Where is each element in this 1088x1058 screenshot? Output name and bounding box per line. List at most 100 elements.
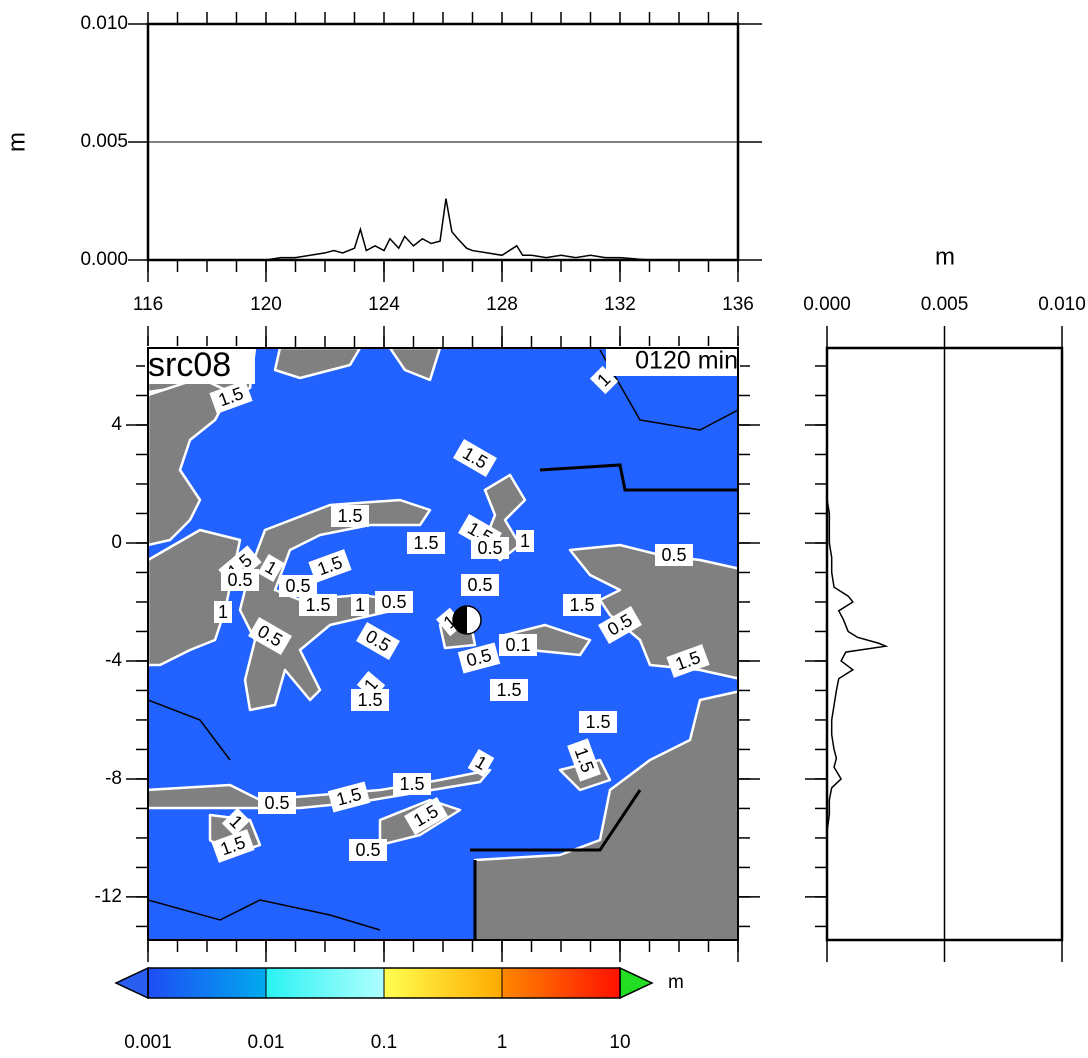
colorbar-label: m <box>668 972 684 993</box>
plot-frame <box>146 22 740 262</box>
x-axis-label: m <box>935 243 955 270</box>
contour-label-box <box>655 544 693 566</box>
contour-label-box <box>471 537 509 559</box>
contour-label-box <box>579 711 617 733</box>
contour-label-box <box>327 781 371 813</box>
x-tick-label: 120 <box>250 294 282 315</box>
contour-label-box <box>563 594 601 616</box>
contour-label: 1.5 <box>563 594 601 616</box>
contour-label-box <box>308 549 352 583</box>
contour-label: 1.5 <box>393 773 431 795</box>
contour-label-text: 0.5 <box>477 538 502 558</box>
contour-label: 1 <box>351 594 369 616</box>
x-tick-label: 132 <box>604 294 636 315</box>
contour-label: 0.5 <box>349 839 387 861</box>
contour-label-text: 1.5 <box>569 595 594 615</box>
contour-label-text: 1.5 <box>413 533 438 553</box>
contour-label: 1 <box>214 601 232 623</box>
contour-label-text: 1 <box>520 531 530 551</box>
contour-label: 0.5 <box>258 792 296 814</box>
map-title: src08 <box>148 346 231 384</box>
contour-label-text: 0.5 <box>467 575 492 595</box>
colorbar-tick-label: 0.001 <box>124 1032 172 1053</box>
contour-label: 0.5 <box>461 574 499 596</box>
contour-label-box <box>248 616 292 656</box>
colorbar-segment <box>384 968 502 998</box>
contour-label-box <box>331 505 369 527</box>
y-tick-label: 0 <box>111 532 122 553</box>
contour-label: 1.5 <box>299 594 337 616</box>
contour-label: 0.5 <box>457 642 501 674</box>
contour-label-box <box>407 532 445 554</box>
contour-label-box <box>349 839 387 861</box>
contour-label-box <box>279 575 317 597</box>
contour-label-box <box>211 829 255 863</box>
x-tick-label: 116 <box>133 294 163 315</box>
contour-label-box <box>356 621 400 661</box>
subtitle-box <box>606 346 740 376</box>
contour-label: 1.5 <box>490 679 528 701</box>
title-box <box>145 346 255 384</box>
contour-label: 1.5 <box>331 505 369 527</box>
contour-label-text: 1.5 <box>337 506 362 526</box>
y-tick-label: 0.010 <box>80 13 128 34</box>
contour-label-box <box>221 569 259 591</box>
contour-label: 1.5 <box>407 532 445 554</box>
epicenter <box>453 606 467 634</box>
x-tick-label: 0.005 <box>921 294 969 315</box>
contour-label: 0.5 <box>221 569 259 591</box>
contour-label-text: 1.5 <box>357 690 382 710</box>
contour-label-text: 1.5 <box>585 712 610 732</box>
contour-label-box <box>461 574 499 596</box>
contour-label-text: 1.5 <box>399 774 424 794</box>
contour-label-text: 1 <box>355 595 365 615</box>
colorbar-tick-label: 0.01 <box>248 1032 285 1053</box>
contour-label: 0.5 <box>248 616 292 656</box>
contour-label-box <box>598 605 642 645</box>
contour-label-box <box>214 601 232 623</box>
boundary-line <box>470 463 738 940</box>
contour-label-text: 0.1 <box>505 635 530 655</box>
contour-label-box <box>589 365 619 395</box>
x-tick-label: 124 <box>368 294 400 315</box>
contour-label-text: 1 <box>218 602 228 622</box>
y-tick-label: -8 <box>105 768 122 789</box>
y-tick-label: 0.005 <box>80 131 128 152</box>
contour-label-box <box>457 642 501 674</box>
contour-label: 0.5 <box>375 591 413 613</box>
colorbar-segment <box>266 968 384 998</box>
contour-label-text: 0.5 <box>264 793 289 813</box>
contour-label-box <box>375 591 413 613</box>
plot-frame <box>147 347 739 941</box>
y-axis-label: m <box>3 132 30 152</box>
contour-label: 0.5 <box>279 575 317 597</box>
contour-label: 1 <box>467 748 495 778</box>
x-tick-label: 0.010 <box>1038 294 1086 315</box>
contour-line <box>148 349 738 931</box>
contour-label-text: 1.5 <box>496 680 521 700</box>
contour-label-text: 0.5 <box>227 570 252 590</box>
contour-label-box <box>258 792 296 814</box>
colorbar-segment <box>502 968 620 998</box>
contour-label-box <box>393 773 431 795</box>
contour-label: 1.5 <box>351 689 389 711</box>
contour-label-text: 0.5 <box>285 576 310 596</box>
contour-label-box <box>221 807 251 837</box>
y-tick-label: 0.000 <box>80 249 128 270</box>
x-tick-label: 128 <box>486 294 518 315</box>
contour-label-box <box>209 380 253 414</box>
map-subtitle: 0120 min <box>635 347 738 375</box>
profile-line <box>148 198 738 261</box>
contour-label-box <box>516 530 534 552</box>
x-tick-label: 0.000 <box>803 294 851 315</box>
contour-label: 1.5 <box>327 781 371 813</box>
contour-label: 0.5 <box>471 537 509 559</box>
contour-label: 1 <box>257 553 285 583</box>
colorbar-extend <box>619 966 654 1000</box>
y-tick-label: -4 <box>105 650 122 671</box>
y-tick-label: -12 <box>95 886 122 907</box>
contour-label: 0.1 <box>499 634 537 656</box>
x-tick-label: 136 <box>722 294 754 315</box>
contour-label-box <box>404 796 448 836</box>
plot-frame <box>825 346 1064 942</box>
